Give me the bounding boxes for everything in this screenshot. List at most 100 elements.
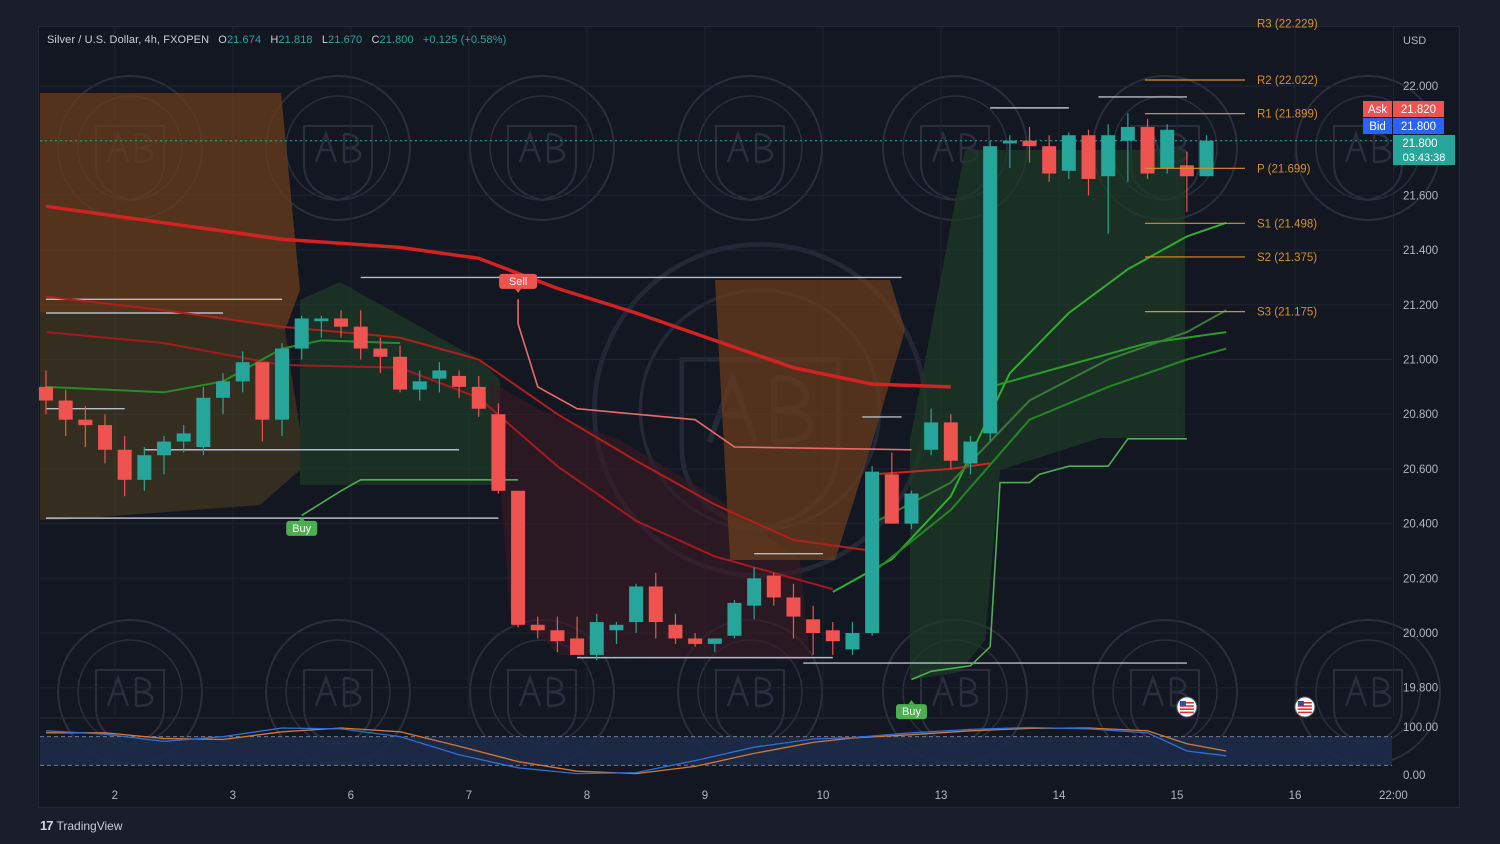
moving-average-line — [45, 295, 873, 552]
signal-buy[interactable]: Buy — [286, 516, 318, 536]
zone — [40, 93, 300, 330]
candle[interactable] — [471, 375, 486, 417]
candle[interactable] — [176, 425, 191, 453]
candle[interactable] — [1179, 151, 1194, 212]
candle[interactable] — [786, 583, 801, 639]
candle[interactable] — [1061, 132, 1076, 179]
candle[interactable] — [157, 436, 172, 475]
candle[interactable] — [1081, 129, 1096, 196]
candle[interactable] — [570, 616, 585, 655]
candle[interactable] — [766, 572, 781, 606]
candle[interactable] — [39, 370, 53, 415]
candle-body — [137, 455, 152, 480]
candle[interactable] — [235, 351, 250, 393]
candle-body — [471, 386, 486, 409]
candle[interactable] — [924, 408, 939, 456]
candle[interactable] — [747, 567, 762, 620]
flag-stripe — [1179, 711, 1194, 714]
candle[interactable] — [688, 633, 703, 647]
candle[interactable] — [1199, 135, 1214, 177]
signal-sell[interactable]: Sell — [499, 273, 538, 293]
signal-badge — [895, 704, 927, 720]
candle[interactable] — [58, 389, 73, 437]
candle-body — [904, 493, 919, 524]
candle[interactable] — [452, 370, 467, 398]
candle[interactable] — [373, 337, 388, 374]
candle[interactable] — [825, 622, 840, 655]
last-price-value: 21.800 — [1402, 138, 1437, 150]
close-value: 21.800 — [379, 34, 414, 46]
ask-price-tag-bg — [1393, 101, 1444, 117]
candle-body — [412, 381, 427, 390]
candle-body — [511, 490, 526, 625]
candle[interactable] — [216, 373, 231, 415]
oscillator-fast-line — [45, 726, 1227, 775]
candle[interactable] — [943, 414, 958, 469]
low-value: 21.670 — [328, 34, 363, 46]
flag-stripe — [1297, 702, 1312, 704]
candle[interactable] — [668, 613, 683, 644]
candle[interactable] — [589, 613, 604, 661]
candle[interactable] — [511, 490, 526, 628]
candle[interactable] — [865, 466, 880, 636]
candle[interactable] — [1022, 127, 1037, 163]
candle-body — [176, 433, 191, 442]
us-flag-icon[interactable] — [1176, 696, 1198, 718]
candle[interactable] — [78, 405, 93, 448]
candle[interactable] — [1120, 113, 1135, 182]
tradingview-logo[interactable]: 17 TradingView — [40, 818, 123, 833]
candle[interactable] — [393, 345, 408, 393]
candle[interactable] — [530, 616, 545, 639]
candle[interactable] — [196, 386, 211, 456]
candle[interactable] — [98, 414, 113, 464]
candle[interactable] — [727, 600, 742, 639]
zone — [40, 312, 300, 520]
candle-body — [747, 578, 762, 606]
price-tick: 19.800 — [1403, 683, 1438, 695]
candle[interactable] — [1002, 135, 1017, 169]
candle[interactable] — [609, 622, 624, 644]
candle[interactable] — [845, 622, 860, 655]
candle[interactable] — [412, 370, 427, 401]
candle[interactable] — [255, 362, 270, 442]
candle[interactable] — [117, 436, 132, 497]
candle[interactable] — [432, 362, 447, 393]
candle-body — [550, 630, 565, 642]
candle[interactable] — [963, 436, 978, 475]
candle-body — [983, 146, 998, 434]
candle[interactable] — [1101, 124, 1116, 234]
candle[interactable] — [707, 638, 722, 653]
candle[interactable] — [314, 315, 329, 338]
candle[interactable] — [1160, 124, 1175, 174]
candle[interactable] — [275, 343, 290, 437]
trailing-stops — [301, 299, 1187, 681]
candle-body — [1022, 140, 1037, 147]
candle[interactable] — [629, 583, 644, 633]
candle[interactable] — [353, 310, 368, 360]
signal-buy[interactable]: Buy — [895, 700, 927, 720]
candle[interactable] — [806, 605, 821, 655]
candle[interactable] — [334, 310, 349, 338]
candle-body — [1140, 127, 1155, 174]
candle[interactable] — [1042, 135, 1057, 182]
candle[interactable] — [137, 447, 152, 491]
candle[interactable] — [294, 315, 309, 360]
candle[interactable] — [1140, 118, 1155, 179]
price-tick: 21.000 — [1403, 355, 1438, 367]
time-tick: 10 — [817, 790, 830, 802]
us-flag-icon[interactable] — [1294, 696, 1316, 718]
high-value: 21.818 — [278, 34, 313, 46]
trailing-stop-line — [517, 299, 912, 451]
candle[interactable] — [884, 452, 899, 524]
candle[interactable] — [904, 490, 919, 530]
time-tick: 7 — [466, 790, 472, 802]
candle-body — [1042, 146, 1057, 174]
symbol-title: Silver / U.S. Dollar, 4h, FXOPEN — [47, 34, 210, 46]
candle[interactable] — [648, 572, 663, 639]
candle[interactable] — [550, 616, 565, 653]
candle-body — [294, 318, 309, 349]
candle-body — [491, 414, 506, 491]
candle[interactable] — [491, 403, 506, 494]
candle[interactable] — [983, 140, 998, 442]
